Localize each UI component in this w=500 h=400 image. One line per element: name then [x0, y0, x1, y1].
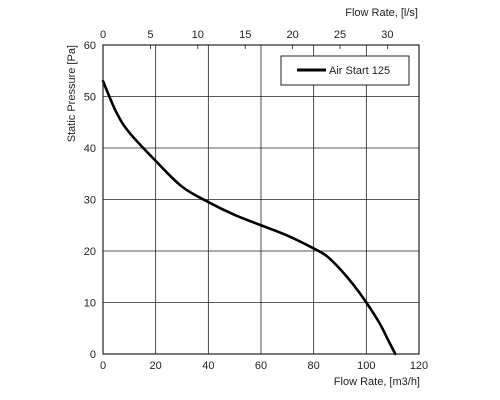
x2-tick-label: 5	[147, 29, 153, 41]
x2-tick-label: 30	[381, 29, 393, 41]
x-tick-label: 60	[255, 360, 267, 372]
x-tick-label: 80	[308, 360, 320, 372]
y-tick-label: 0	[90, 349, 96, 361]
y-tick-label: 10	[84, 298, 96, 310]
y-tick-label: 20	[84, 246, 96, 258]
x-tick-label: 120	[410, 360, 428, 372]
plot-area-border	[102, 44, 420, 355]
x2-tick-label: 0	[100, 29, 106, 41]
y-tick-label: 40	[84, 143, 96, 155]
legend-label-air-start-125: Air Start 125	[329, 65, 390, 77]
x2-tick-label: 25	[334, 29, 346, 41]
series-layer	[101, 79, 397, 356]
y-tick-label: 30	[84, 195, 96, 207]
x2-axis-label: Flow Rate, [l/s]	[345, 7, 418, 19]
x-tick-label: 100	[357, 360, 375, 372]
x-tick-label: 0	[100, 360, 106, 372]
x-axis-label: Flow Rate, [m3/h]	[334, 376, 420, 388]
y-tick-label: 50	[84, 92, 96, 104]
x2-tick-label: 15	[239, 29, 251, 41]
x2-tick-label: 20	[286, 29, 298, 41]
tick-labels: 0 20 40 60 80 100 120 0 10 20 30 40 50 60 0 5 10 15 20 25 30	[84, 29, 428, 372]
grid	[102, 44, 420, 355]
series-line-air-start-125	[101, 79, 397, 356]
x2-tick-label: 10	[192, 29, 204, 41]
y-tick-label: 60	[84, 40, 96, 52]
x-tick-label: 40	[202, 360, 214, 372]
legend: Air Start 125	[280, 55, 410, 86]
y-axis-label: Static Pressure [Pa]	[66, 45, 78, 142]
x-tick-label: 20	[150, 360, 162, 372]
